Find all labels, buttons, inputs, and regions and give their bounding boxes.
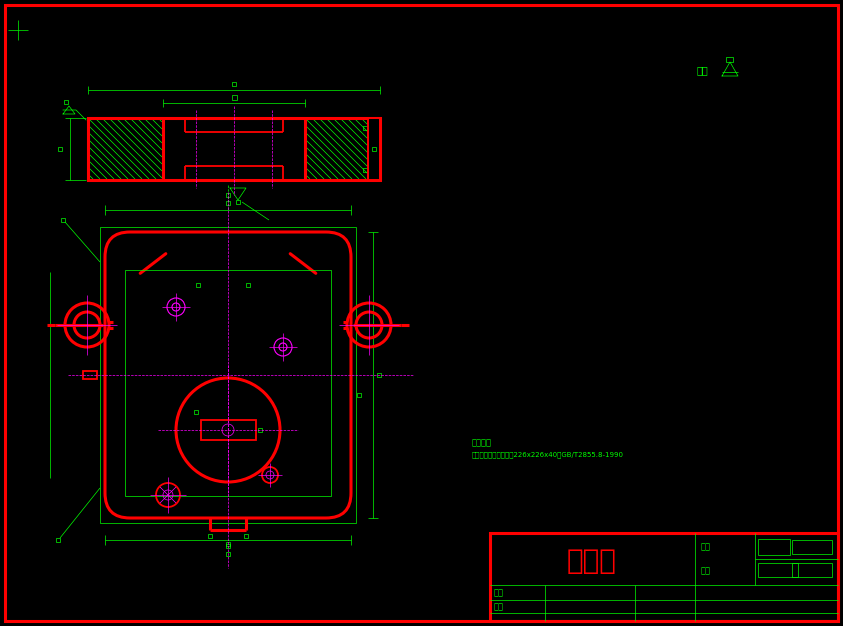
Text: 技术要求: 技术要求	[472, 438, 492, 448]
Bar	[726, 57, 733, 62]
Bar	[58, 147, 62, 151]
Bar	[64, 100, 68, 104]
Bar	[125, 270, 331, 496]
Text: 出料: 出料	[701, 543, 711, 552]
Bar	[246, 283, 250, 287]
Text: 材料: 材料	[701, 567, 711, 575]
Bar	[194, 410, 198, 414]
Bar	[196, 283, 200, 287]
Bar	[363, 126, 367, 130]
Text: 适用标准压制导柱模架226x226x40，GB/T2855.8-1990: 适用标准压制导柱模架226x226x40，GB/T2855.8-1990	[472, 452, 624, 458]
Text: 其余: 其余	[697, 65, 709, 75]
Text: 审核: 审核	[494, 602, 504, 612]
Bar	[368, 118, 380, 180]
Bar	[490, 533, 838, 621]
Bar	[56, 538, 60, 542]
Bar	[201, 420, 255, 440]
Bar	[363, 168, 367, 172]
Bar	[208, 534, 212, 538]
Bar	[368, 118, 380, 180]
Bar	[758, 563, 798, 577]
Bar	[357, 393, 361, 397]
Text: 制图: 制图	[494, 588, 504, 597]
Bar	[226, 552, 230, 556]
Bar	[226, 544, 230, 548]
Bar	[377, 373, 381, 377]
Bar	[236, 200, 240, 204]
Bar	[244, 534, 248, 538]
Bar	[758, 539, 790, 555]
Bar	[100, 227, 356, 523]
Bar	[226, 201, 230, 205]
FancyBboxPatch shape	[105, 232, 351, 518]
Bar	[232, 82, 236, 86]
Bar	[257, 428, 261, 432]
Bar	[88, 118, 380, 180]
Bar	[226, 193, 230, 197]
Bar	[163, 118, 305, 180]
Bar	[61, 218, 65, 222]
Bar	[792, 563, 832, 577]
Bar	[226, 542, 230, 546]
Bar	[232, 95, 237, 100]
Bar	[83, 371, 97, 379]
Bar	[372, 147, 376, 151]
Bar	[792, 540, 832, 554]
Text: 上模座: 上模座	[567, 547, 617, 575]
